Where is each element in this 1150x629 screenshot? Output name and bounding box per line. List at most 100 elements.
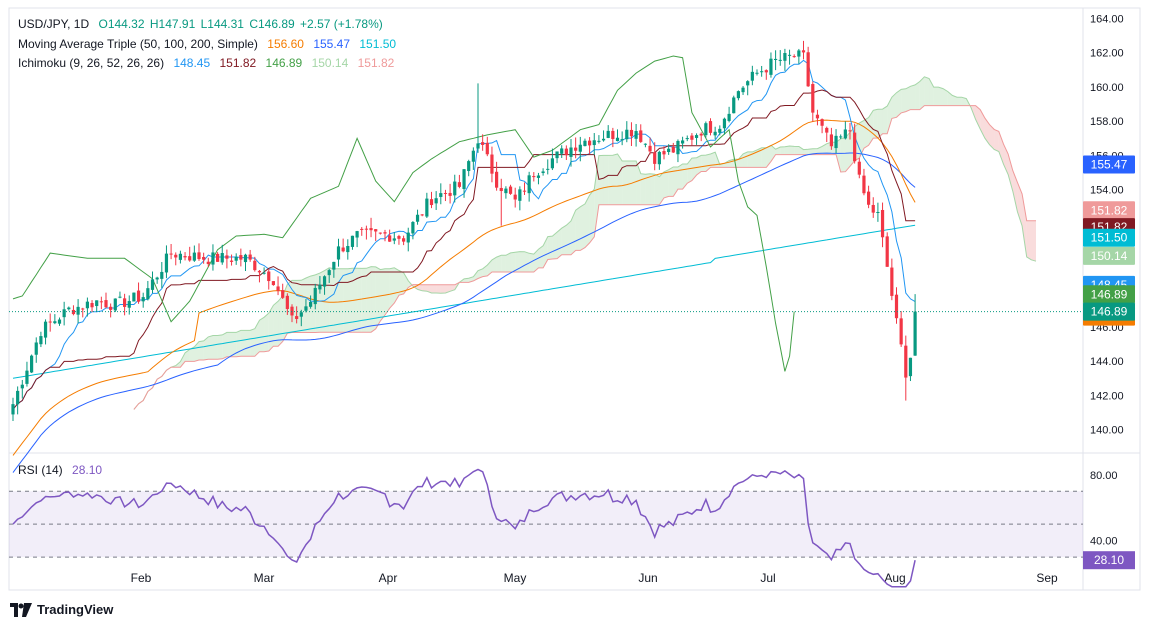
candle-body	[774, 58, 778, 60]
candle-body	[718, 128, 722, 133]
ichimoku-cloud-segment	[226, 332, 232, 357]
candle-body	[522, 190, 527, 192]
ichimoku-cloud-segment	[347, 268, 353, 333]
time-tick-label: Jun	[638, 571, 657, 585]
span-a-value: 150.14	[311, 56, 349, 70]
candle-body	[85, 301, 89, 309]
ichimoku-cloud-segment	[445, 284, 451, 293]
ichimoku-cloud-segment	[757, 147, 762, 168]
ichimoku-cloud-segment	[287, 280, 292, 334]
candle-body	[797, 50, 801, 57]
candle-body	[206, 261, 210, 265]
candle-body	[392, 238, 396, 241]
candle-body	[629, 129, 634, 137]
ichimoku-cloud-segment	[696, 155, 702, 176]
ichimoku-cloud-segment	[659, 171, 664, 205]
ichimoku-cloud-segment	[910, 84, 916, 110]
candle-body	[67, 307, 71, 310]
ichimoku-cloud-segment	[338, 268, 344, 333]
candle-body	[597, 140, 601, 142]
candle-body	[90, 303, 94, 308]
candle-body	[708, 121, 713, 133]
open-value: O144.32	[98, 17, 145, 31]
candle-body	[132, 292, 136, 302]
ichimoku-cloud-segment	[845, 132, 850, 172]
ichimoku-cloud-segment	[794, 146, 799, 155]
ichimoku-cloud-segment	[571, 210, 576, 255]
candle-body	[118, 296, 122, 298]
candle-body	[485, 142, 489, 155]
candle-body	[369, 228, 373, 231]
ichimoku-cloud-segment	[682, 163, 688, 190]
ichimoku-cloud-segment	[808, 148, 813, 155]
chikou-line	[12, 55, 795, 372]
candle-body	[867, 191, 871, 205]
candle-body	[425, 198, 429, 217]
ma50-value: 156.60	[267, 37, 304, 51]
candle-body	[178, 253, 182, 260]
candle-body	[713, 131, 717, 136]
ichimoku-cloud-segment	[840, 137, 846, 172]
rsi-tick-label: 80.00	[1090, 470, 1118, 482]
candle-body	[727, 113, 731, 121]
candle-body	[806, 52, 810, 87]
price-badge	[1083, 201, 1135, 220]
candle-body	[560, 148, 564, 154]
ichimoku-cloud-segment	[343, 268, 348, 333]
candle-body	[885, 236, 889, 267]
ichimoku-cloud-segment	[501, 255, 506, 272]
ichimoku-cloud-segment	[645, 173, 651, 205]
candle-body	[578, 144, 582, 152]
ichimoku-cloud-segment	[882, 106, 888, 134]
time-tick-label: Jul	[760, 571, 775, 585]
candle-body	[434, 198, 438, 204]
ichimoku-cloud-segment	[561, 225, 567, 255]
candle-body	[146, 288, 150, 300]
ichimoku-cloud-segment	[998, 131, 1004, 165]
ichimoku-cloud-segment	[901, 88, 906, 113]
ichimoku-span-b	[133, 105, 1036, 410]
price-badge	[1083, 285, 1135, 304]
ichimoku-cloud-segment	[580, 203, 585, 251]
price-badge-label: 146.89	[1091, 287, 1128, 301]
ichimoku-cloud-segment	[598, 155, 604, 205]
time-tick-label: May	[504, 571, 527, 585]
candle-body	[304, 306, 308, 311]
candle-body	[513, 194, 517, 200]
ichimoku-cloud-segment	[333, 268, 339, 333]
candle-body	[453, 181, 457, 196]
candle-body	[104, 300, 108, 308]
ichimoku-cloud-segment	[710, 152, 716, 168]
candle-body	[271, 281, 275, 286]
ma100-value: 155.47	[313, 37, 351, 51]
ma-label: Moving Average Triple (50, 100, 200, Sim…	[18, 37, 258, 51]
ichimoku-cloud-segment	[422, 284, 427, 292]
ichimoku-cloud-segment	[701, 155, 706, 172]
ichimoku-cloud-segment	[938, 87, 943, 106]
candle-body	[462, 169, 466, 190]
ichimoku-cloud-segment	[943, 88, 948, 106]
candle-body	[239, 255, 243, 260]
rsi-legend: RSI (14) 28.10	[18, 463, 104, 477]
candle-body	[169, 253, 173, 255]
candle-body	[699, 133, 703, 136]
candle-body	[109, 306, 113, 310]
candle-body	[285, 295, 289, 309]
ichimoku-cloud-segment	[603, 155, 609, 205]
ichimoku-cloud-segment	[891, 92, 897, 119]
ichimoku-cloud-segment	[1031, 220, 1036, 262]
ichimoku-cloud-segment	[594, 155, 599, 237]
candle-body	[141, 297, 145, 302]
candle-body	[397, 236, 401, 239]
candle-body	[281, 290, 285, 298]
candle-body	[276, 286, 280, 291]
ichimoku-cloud-segment	[868, 110, 874, 146]
candle-body	[197, 252, 201, 260]
candle-body	[360, 228, 364, 230]
ichimoku-cloud-segment	[873, 109, 878, 139]
rsi-badge-label: 28.10	[1094, 553, 1124, 567]
kijun-value: 151.82	[219, 56, 257, 70]
tradingview-brand: TradingView	[37, 602, 114, 617]
candle-body	[588, 140, 592, 146]
